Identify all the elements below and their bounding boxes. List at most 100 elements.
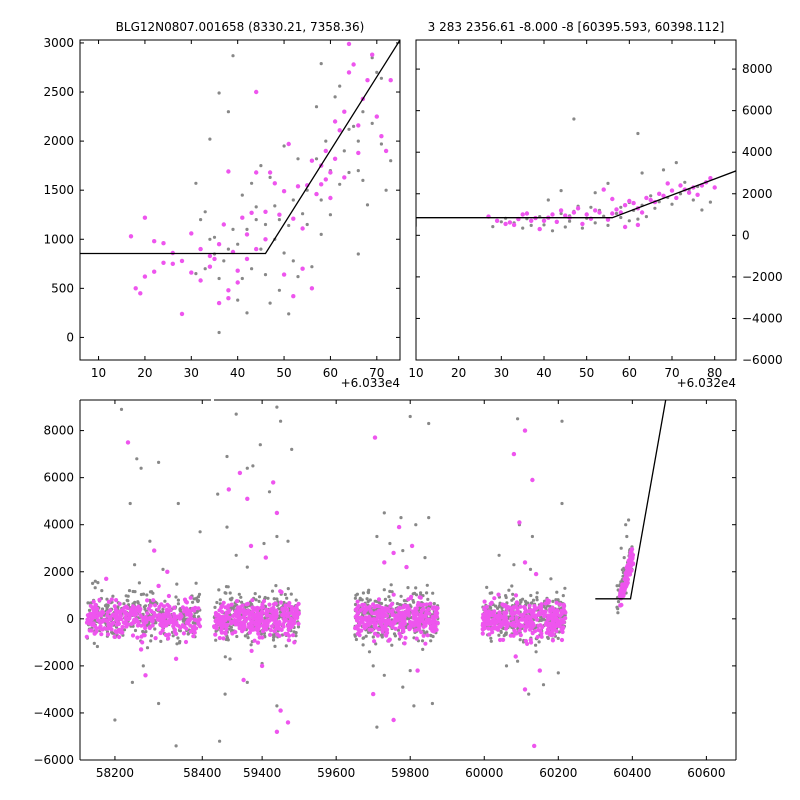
grey-data-point [259,632,263,636]
grey-data-point [176,602,180,606]
grey-data-point [234,412,238,416]
grey-data-point [287,223,291,228]
pink-data-point [151,598,156,603]
grey-data-point [491,225,495,229]
pink-data-point [226,487,231,492]
pink-data-point [665,181,670,186]
grey-data-point [683,180,687,184]
top-right-x-offset-label: +6.032e4 [677,376,736,390]
pink-data-point [142,274,148,279]
grey-data-point [272,597,276,601]
pink-data-point [138,291,143,296]
pink-data-point [140,640,145,645]
grey-data-point [537,640,541,644]
pink-data-point [434,607,439,612]
grey-data-point [494,604,498,608]
grey-data-point [670,202,674,206]
top-right-x-tick-label: 20 [451,366,466,380]
grey-data-point [87,608,92,613]
grey-data-point [275,597,279,601]
pink-data-point [391,717,396,723]
pink-data-point [172,605,177,610]
pink-data-point [501,637,506,643]
pink-data-point [235,268,240,273]
top-left-y-tick-label: 1500 [43,183,74,197]
grey-data-point [285,596,289,600]
pink-data-point [164,620,169,625]
pink-data-point [136,608,141,613]
pink-data-point [150,617,155,623]
pink-data-point [629,547,635,552]
grey-data-point [521,597,525,601]
grey-data-point [535,598,539,602]
panel-bottom: 58200 58400 59400 59600 59800 60000 60200 60400… [33,399,737,780]
pink-data-point [272,181,277,186]
bottom-x-tick-label: 59600 [317,766,355,780]
pink-data-point [152,239,157,244]
grey-data-point [217,276,221,281]
pink-data-point [105,613,110,618]
pink-data-point [508,621,514,627]
grey-data-point [305,222,309,227]
pink-data-point [610,196,615,202]
grey-data-point [356,169,360,173]
pink-data-point [511,222,517,228]
pink-data-point [482,622,487,627]
pink-data-point [271,602,277,607]
pink-data-point [383,148,389,154]
grey-data-point [149,600,153,605]
pink-data-point [540,625,545,630]
pink-data-point [406,610,411,615]
pink-data-point [213,619,218,624]
pink-data-point [279,590,284,595]
pink-data-point [563,616,568,621]
grey-data-point [195,598,199,602]
pink-data-point [357,633,362,638]
grey-data-point [375,725,379,729]
pink-data-point [143,673,148,678]
pink-data-point [84,620,90,625]
top-left-x-tick-label: 50 [276,366,291,380]
pink-data-point [365,78,370,83]
pink-data-point [233,620,238,626]
grey-data-point [250,267,254,271]
pink-data-point [669,188,675,193]
pink-data-point [522,428,528,433]
pink-data-point [216,242,222,247]
grey-data-point [549,577,553,581]
pink-data-point [145,598,150,603]
grey-data-point [136,601,140,605]
grey-data-point [489,639,493,643]
grey-data-point [559,211,563,216]
grey-data-point [230,628,234,633]
grey-data-point [361,110,365,114]
pink-data-point [186,618,191,623]
pink-data-point [252,638,257,643]
pink-data-point [539,634,544,639]
grey-data-point [371,635,375,639]
pink-data-point [396,524,402,530]
pink-data-point [517,520,522,525]
grey-data-point [615,605,619,609]
pink-data-point [419,630,424,635]
pink-data-point [160,617,166,622]
pink-data-point [409,620,414,625]
grey-data-point [104,603,109,607]
pink-data-point [241,624,246,630]
pink-data-point [496,616,501,621]
pink-data-point [558,208,564,213]
grey-data-point [555,590,559,594]
pink-data-point [196,606,201,611]
pink-data-point [362,616,367,621]
grey-data-point [674,161,678,165]
pink-data-point [351,62,356,67]
grey-data-point [512,563,516,567]
pink-data-point [101,618,106,623]
grey-data-point [365,203,370,207]
pink-data-point [220,609,225,615]
pink-data-point [427,611,432,616]
pink-data-point [124,604,129,609]
pink-data-point [171,624,176,629]
grey-data-point [217,330,221,335]
pink-data-point [112,634,117,640]
